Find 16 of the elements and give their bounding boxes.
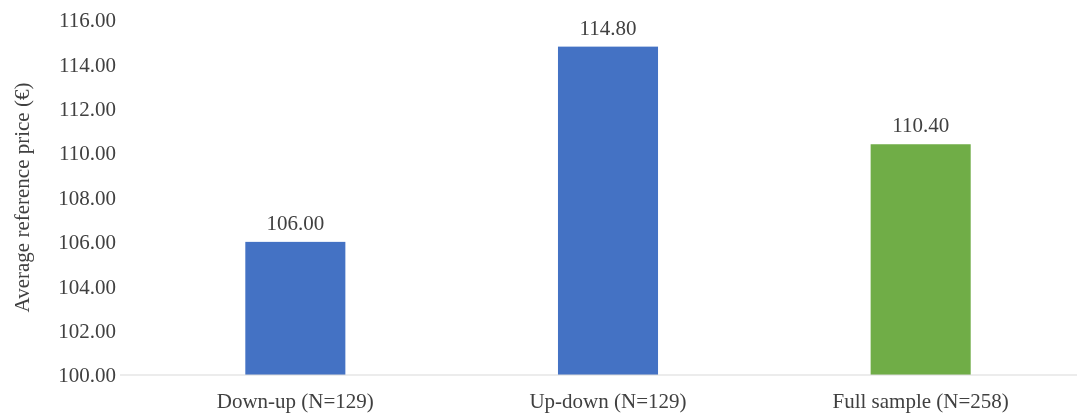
x-tick-label: Down-up (N=129) — [216, 389, 374, 413]
x-tick-label: Full sample (N=258) — [832, 389, 1009, 413]
y-tick-label: 104.00 — [58, 274, 116, 299]
data-label: 110.40 — [892, 113, 950, 138]
x-tick-label: Up-down (N=129) — [529, 389, 687, 413]
y-tick-label: 108.00 — [58, 185, 116, 210]
y-tick-label: 100.00 — [58, 363, 116, 388]
data-label: 114.80 — [579, 15, 637, 40]
y-tick-label: 112.00 — [59, 97, 116, 122]
y-tick-label: 116.00 — [59, 8, 116, 33]
y-tick-label: 102.00 — [58, 318, 116, 343]
y-tick-label: 106.00 — [58, 230, 116, 255]
y-tick-label: 110.00 — [59, 141, 116, 166]
data-label: 106.00 — [266, 210, 325, 235]
y-tick-label: 114.00 — [59, 52, 116, 77]
y-axis-title: Average reference price (€) — [10, 82, 34, 313]
